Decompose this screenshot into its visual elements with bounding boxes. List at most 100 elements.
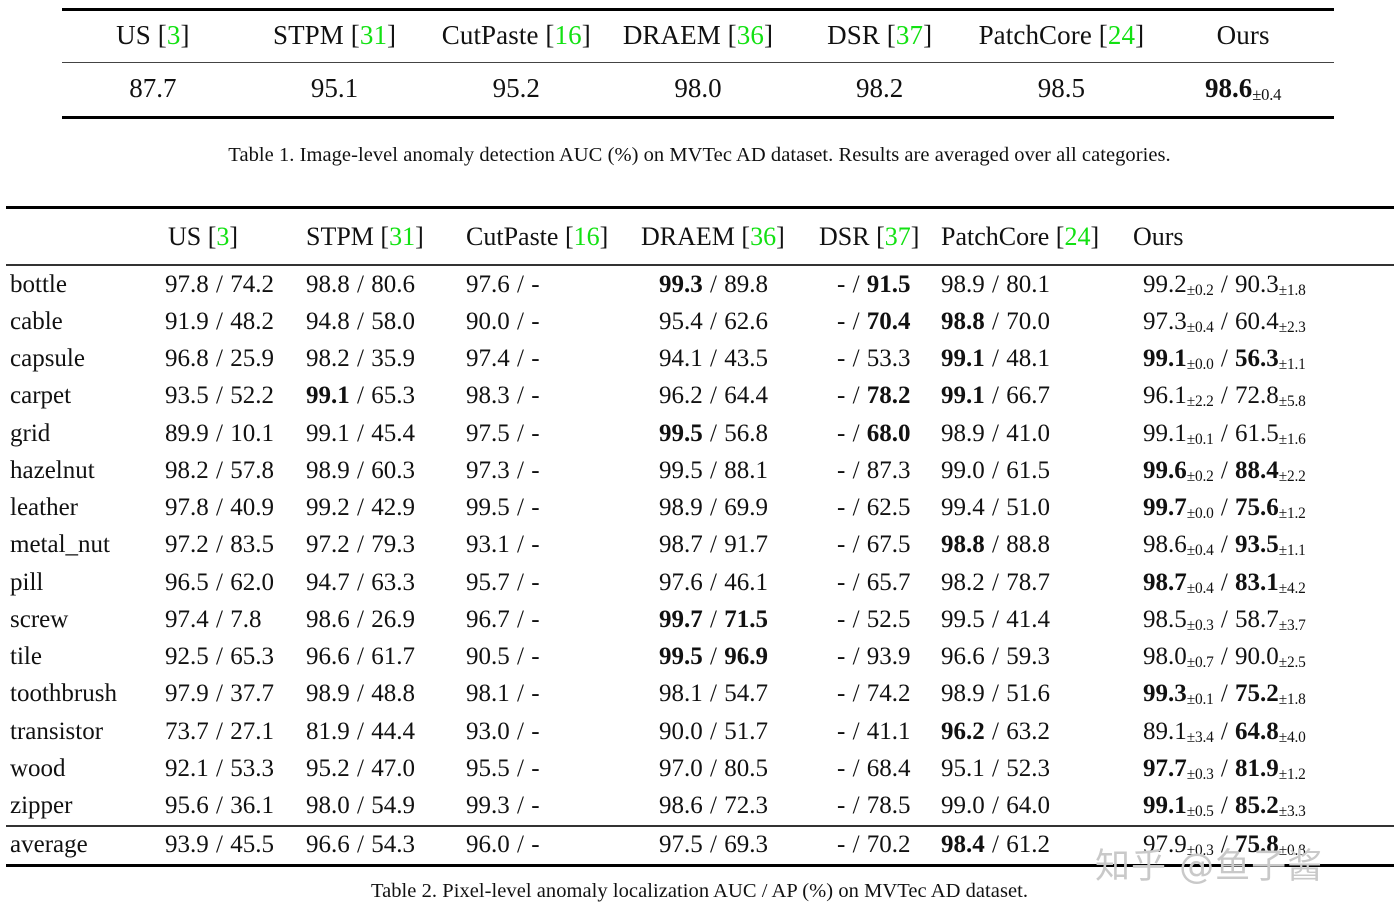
table-1-mid-rule [62,62,1334,63]
cell-patchcore: 99.4 / 51.0 [941,494,1050,521]
cell-stpm: 99.1 / 45.4 [306,419,415,447]
cell-ours: 98.7±0.4 / 83.1±4.2 [1143,568,1306,597]
cell-cutpaste: 97.5 / - [466,419,540,447]
cell-stpm: 98.6 / 26.9 [306,605,415,633]
cell-us: 97.8 / 74.2 [165,270,274,298]
category-label: capsule [10,345,85,372]
cell-cutpaste: 90.0 / - [466,307,540,335]
cell-patchcore: 98.2 / 78.7 [941,568,1050,596]
table-row: zipper 95.6 / 36.1 98.0 / 54.9 99.3 / - 98.6… [6,788,1394,826]
cell-draem: 99.5 / 96.9 [659,643,768,670]
table-1-header-stpm: STPM [31] [272,20,397,50]
cell-us: 95.6 / 36.1 [165,792,274,819]
table-row: screw 97.4 / 7.8 98.6 / 26.9 96.7 / - 99.7 /… [6,601,1394,638]
table-row: leather 97.8 / 40.9 99.2 / 42.9 99.5 / - 98.… [6,490,1394,527]
table-2-header-stpm: STPM [31] [306,222,424,251]
citation-number[interactable]: 16 [573,222,600,251]
table-2-average-body: average 93.9 / 45.5 96.6 / 54.3 96.0 / - 97.… [6,825,1394,866]
cell-stpm: 98.9 / 60.3 [306,456,415,484]
table-2-header-patchcore: PatchCore [24] [941,222,1100,251]
cell-draem: 97.0 / 80.5 [659,754,768,782]
table-row: hazelnut 98.2 / 57.8 98.9 / 60.3 97.3 / - 99… [6,452,1394,489]
cell-patchcore: 99.1 / 66.7 [941,382,1050,410]
table-row: capsule 96.8 / 25.9 98.2 / 35.9 97.4 / - 94.… [6,341,1394,378]
citation-number[interactable]: 36 [750,222,777,251]
cell-draem: 99.5 / 56.8 [659,419,768,447]
table-1-value-cell: 98.0 [674,73,722,103]
cell-dsr: - / 70.4 [837,307,911,335]
citation-number[interactable]: 3 [216,222,230,251]
table-2-body: bottle 97.8 / 74.2 98.8 / 80.6 97.6 / - 99.3… [6,266,1394,826]
cell-us: 92.1 / 53.3 [165,754,274,782]
cell-stpm: 94.8 / 58.0 [306,307,415,335]
table-row: metal_nut 97.2 / 83.5 97.2 / 79.3 93.1 / - 9… [6,527,1394,564]
cell-us: 91.9 / 48.2 [165,307,274,335]
cell-cutpaste: 90.5 / - [466,643,540,670]
category-label: pill [10,568,44,596]
cell-dsr: - / 78.2 [837,382,911,410]
cell-ours: 96.1±2.2 / 72.8±5.8 [1143,382,1306,411]
table-1-header-cutpaste: CutPaste [16] [441,20,591,50]
citation-number[interactable]: 36 [736,20,764,50]
table-1-header-row: US [3] STPM [31] CutPaste [16] DRAEM [36] DS… [62,11,1334,63]
table-1-value-cell: 98.6±0.4 [1204,73,1282,104]
cell-us: 92.5 / 65.3 [165,643,274,670]
citation-number[interactable]: 37 [895,20,924,50]
cell-ours: 99.2±0.2 / 90.3±1.8 [1143,270,1306,299]
cell-us: 97.8 / 40.9 [165,494,274,521]
zhihu-watermark: 知乎 @鱼子酱 [1095,847,1324,887]
cell-ours: 97.9±0.3 / 75.8±0.8 [1143,831,1306,860]
cell-us: 97.4 / 7.8 [165,605,262,633]
table-1-value-row: 87.7 95.1 95.2 98.0 98.2 98.5 98.6±0.4 [62,63,1334,118]
citation-number[interactable]: 24 [1064,222,1091,251]
cell-us: 98.2 / 57.8 [165,456,274,484]
cell-draem: 98.9 / 69.9 [659,494,768,521]
cell-stpm: 97.2 / 79.3 [306,531,415,559]
cell-cutpaste: 97.3 / - [466,456,540,484]
table-2-header-cutpaste: CutPaste [16] [466,222,609,251]
table-2-header-ours: Ours [1133,222,1184,251]
cell-draem: 96.2 / 64.4 [659,382,768,410]
table-1-header-us: US [3] [116,20,190,50]
cell-dsr: - / 93.9 [837,643,911,670]
table-2-bottom-rule [6,865,1394,868]
cell-patchcore: 99.1 / 48.1 [941,345,1050,372]
cell-draem: 97.5 / 69.3 [659,831,768,859]
citation-number[interactable]: 31 [359,20,388,50]
table-2: US [3] STPM [31] CutPaste [16] DRAEM [36] DS… [6,206,1394,868]
cell-ours: 99.1±0.0 / 56.3±1.1 [1143,345,1306,373]
cell-us: 97.9 / 37.7 [165,680,274,708]
cell-cutpaste: 93.1 / - [466,531,540,559]
table-1-bottom-rule [62,117,1334,120]
cell-dsr: - / 52.5 [837,605,911,633]
table-2-header-dsr: DSR [37] [819,222,920,251]
cell-stpm: 99.2 / 42.9 [306,494,415,521]
cell-ours: 99.7±0.0 / 75.6±1.2 [1143,494,1306,522]
cell-patchcore: 98.8 / 88.8 [941,531,1050,559]
table-row: toothbrush 97.9 / 37.7 98.9 / 48.8 98.1 / -… [6,676,1394,713]
citation-number[interactable]: 24 [1107,20,1136,50]
cell-draem: 90.0 / 51.7 [659,717,768,745]
cell-cutpaste: 99.3 / - [466,792,540,819]
table-row: pill 96.5 / 62.0 94.7 / 63.3 95.7 / - 97.6 /… [6,564,1394,601]
citation-number[interactable]: 3 [166,20,181,50]
table-row: cable 91.9 / 48.2 94.8 / 58.0 90.0 / - 95.4 … [6,303,1394,340]
citation-number[interactable]: 16 [554,20,582,50]
cell-dsr: - / 65.7 [837,568,911,596]
cell-dsr: - / 68.0 [837,419,911,447]
table-row: tile 92.5 / 65.3 96.6 / 61.7 90.5 / - 99.5 /… [6,639,1394,676]
cell-cutpaste: 96.7 / - [466,605,540,633]
cell-ours: 98.5±0.3 / 58.7±3.7 [1143,605,1306,634]
category-label: screw [10,605,69,633]
table-row: carpet 93.5 / 52.2 99.1 / 65.3 98.3 / - 96.2… [6,378,1394,415]
cell-cutpaste: 96.0 / - [466,831,540,859]
cell-draem: 98.7 / 91.7 [659,531,768,559]
cell-draem: 98.1 / 54.7 [659,680,768,708]
cell-us: 93.9 / 45.5 [165,831,274,859]
citation-number[interactable]: 31 [389,222,416,251]
cell-cutpaste: 97.4 / - [466,345,540,372]
citation-number[interactable]: 37 [884,222,911,251]
cell-patchcore: 95.1 / 52.3 [941,754,1050,782]
cell-cutpaste: 97.6 / - [466,270,540,298]
